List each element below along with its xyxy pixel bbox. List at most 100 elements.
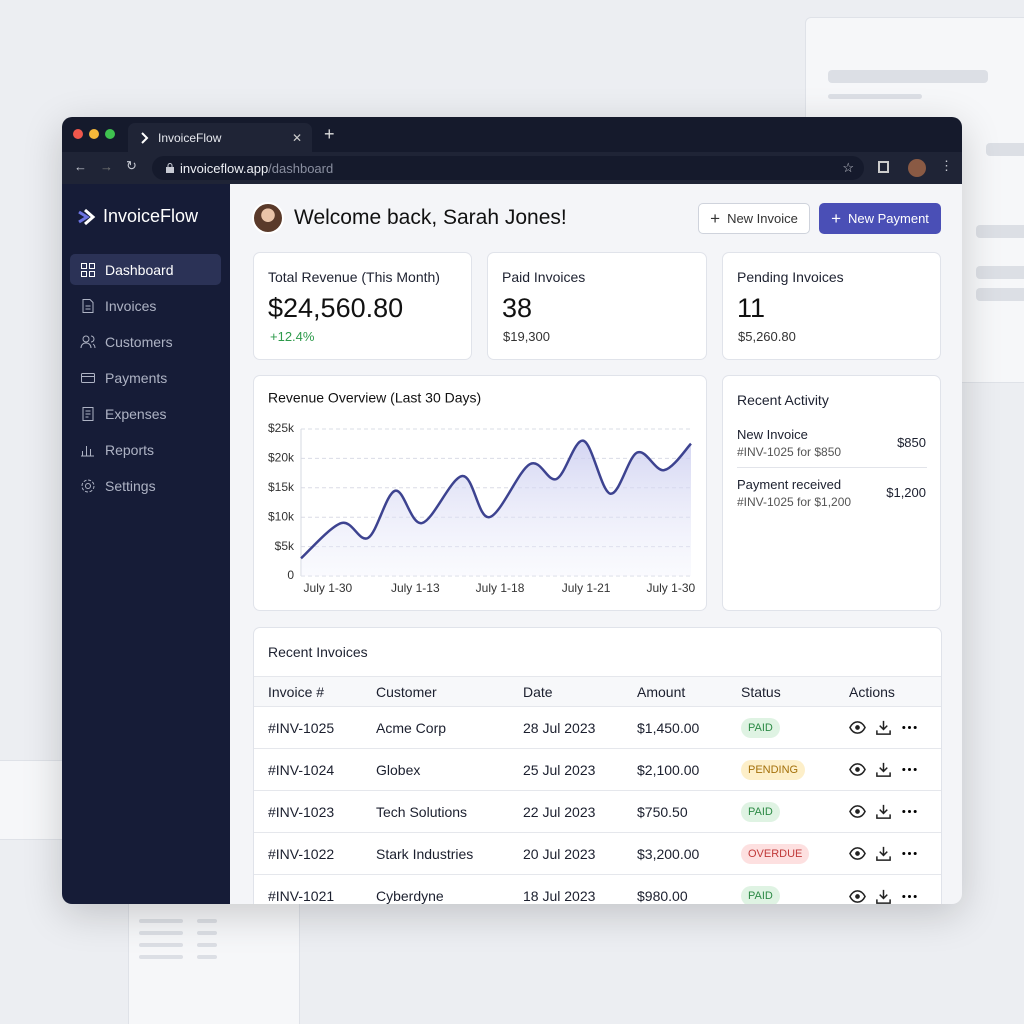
x-tick-label: July 1-13 bbox=[391, 581, 440, 595]
new-tab[interactable]: + bbox=[324, 124, 335, 144]
cell: #INV-1024 bbox=[254, 748, 362, 791]
invoice-row[interactable]: #INV-1023 Tech Solutions 22 Jul 2023 $750.5… bbox=[254, 790, 941, 833]
nav-label: Dashboard bbox=[105, 261, 174, 278]
url-host: invoiceflow.app bbox=[180, 160, 269, 176]
menu[interactable]: ⋮ bbox=[940, 158, 953, 173]
new-invoice-button[interactable]: + New Invoice bbox=[698, 203, 810, 234]
download-icon[interactable] bbox=[875, 761, 892, 778]
more-icon[interactable] bbox=[901, 719, 918, 736]
cell: #INV-1021 bbox=[254, 874, 362, 904]
invoices-card: Recent Invoices Invoice # Customer Date Amo… bbox=[253, 627, 942, 904]
actions bbox=[835, 874, 941, 904]
stat-value: $24,560.80 bbox=[268, 293, 404, 323]
nav-label: Settings bbox=[105, 477, 156, 494]
cell: $2,100.00 bbox=[623, 748, 727, 791]
stat-change: +12.4% bbox=[270, 329, 315, 344]
activity-card: Recent Activity New Invoice #INV-1025 fo… bbox=[722, 375, 941, 611]
y-tick-label: 0 bbox=[287, 568, 294, 582]
status-badge: PAID bbox=[741, 885, 780, 904]
sidebar: InvoiceFlow Dashboard Invoices Customers… bbox=[62, 184, 230, 904]
browser-window: InvoiceFlow ✕ + ← → ↻ invoiceflow.app/da… bbox=[62, 117, 962, 904]
nav-item[interactable]: Customers bbox=[70, 326, 221, 357]
status-badge: PAID bbox=[741, 717, 780, 738]
nav-label: Customers bbox=[105, 333, 173, 350]
download-icon[interactable] bbox=[875, 845, 892, 862]
view-icon[interactable] bbox=[849, 845, 866, 862]
tab-title: InvoiceFlow bbox=[158, 130, 222, 145]
reload[interactable]: ↻ bbox=[126, 158, 137, 173]
nav-item[interactable]: Reports bbox=[70, 434, 221, 465]
column-header: Status bbox=[727, 676, 835, 707]
cell: Cyberdyne bbox=[362, 874, 509, 904]
download-icon[interactable] bbox=[875, 719, 892, 736]
nav-item[interactable]: Invoices bbox=[70, 290, 221, 321]
cell: PENDING bbox=[727, 748, 835, 791]
button-label: New Invoice bbox=[727, 211, 798, 226]
more-icon[interactable] bbox=[901, 888, 918, 904]
nav-item[interactable]: Payments bbox=[70, 362, 221, 393]
header-row: Invoice # Customer Date Amount Status Actions bbox=[254, 676, 941, 707]
invoice-row[interactable]: #INV-1021 Cyberdyne 18 Jul 2023 $980.00 PAID bbox=[254, 874, 941, 904]
nav-label: Payments bbox=[105, 369, 168, 386]
cell: #INV-1023 bbox=[254, 790, 362, 833]
line bbox=[300, 439, 692, 560]
nav-label: Invoices bbox=[105, 297, 157, 314]
nav-label: Expenses bbox=[105, 405, 167, 422]
column-header: Amount bbox=[623, 676, 727, 707]
x-tick-label: July 1-21 bbox=[562, 581, 611, 595]
more-icon[interactable] bbox=[901, 803, 918, 820]
cell: 25 Jul 2023 bbox=[509, 748, 623, 791]
nav-item[interactable]: Settings bbox=[70, 470, 221, 501]
tab-close[interactable]: ✕ bbox=[291, 130, 302, 145]
cell: Globex bbox=[362, 748, 509, 791]
view-icon[interactable] bbox=[849, 803, 866, 820]
view-icon[interactable] bbox=[849, 761, 866, 778]
url-path: /dashboard bbox=[268, 160, 334, 176]
forward[interactable]: → bbox=[100, 159, 113, 174]
activity-title-item: New Invoice bbox=[737, 427, 808, 442]
stat-value: 11 bbox=[737, 293, 766, 323]
activity-amount: $850 bbox=[897, 435, 926, 450]
chart-card: Revenue Overview (Last 30 Days) 0 $5k $10k… bbox=[253, 375, 707, 611]
cell: OVERDUE bbox=[727, 832, 835, 875]
x-tick-label: July 1-30 bbox=[646, 581, 695, 595]
cell: PAID bbox=[727, 706, 835, 749]
invoice-row[interactable]: #INV-1025 Acme Corp 28 Jul 2023 $1,450.00 PA… bbox=[254, 706, 941, 749]
view-icon[interactable] bbox=[849, 719, 866, 736]
cell: 22 Jul 2023 bbox=[509, 790, 623, 833]
back[interactable]: ← bbox=[74, 159, 87, 174]
column-header: Invoice # bbox=[254, 676, 362, 707]
stat-card: Paid Invoices 38 $19,300 bbox=[487, 252, 707, 360]
cell: Acme Corp bbox=[362, 706, 509, 749]
y-tick-label: $25k bbox=[268, 421, 295, 435]
activity-amount: $1,200 bbox=[886, 485, 926, 500]
activity-title-item: Payment received bbox=[737, 477, 842, 492]
y-tick-label: $15k bbox=[268, 480, 295, 494]
new-payment-button[interactable]: + New Payment bbox=[819, 203, 941, 234]
tab[interactable]: InvoiceFlow ✕ bbox=[128, 123, 312, 152]
nav-item[interactable]: Expenses bbox=[70, 398, 221, 429]
view-icon[interactable] bbox=[849, 888, 866, 904]
bookmark[interactable]: ☆ bbox=[842, 160, 854, 175]
column-header: Customer bbox=[362, 676, 509, 707]
download-icon[interactable] bbox=[875, 803, 892, 820]
invoice-row[interactable]: #INV-1024 Globex 25 Jul 2023 $2,100.00 PENDI… bbox=[254, 748, 941, 791]
profile[interactable] bbox=[908, 159, 926, 177]
brand-name: InvoiceFlow bbox=[103, 206, 199, 226]
more-icon[interactable] bbox=[901, 845, 918, 862]
column-header: Date bbox=[509, 676, 623, 707]
download-icon[interactable] bbox=[875, 888, 892, 904]
sidebar-toggle[interactable] bbox=[878, 161, 889, 173]
button-label: New Payment bbox=[848, 211, 929, 226]
area bbox=[301, 440, 691, 576]
cell: 18 Jul 2023 bbox=[509, 874, 623, 904]
invoice-row[interactable]: #INV-1022 Stark Industries 20 Jul 2023 $3,2… bbox=[254, 832, 941, 875]
stat-card: Pending Invoices 11 $5,260.80 bbox=[722, 252, 941, 360]
status-badge: PAID bbox=[741, 801, 780, 822]
url-field[interactable]: invoiceflow.app/dashboard ☆ bbox=[152, 156, 864, 180]
cell: $980.00 bbox=[623, 874, 727, 904]
cell: 20 Jul 2023 bbox=[509, 832, 623, 875]
more-icon[interactable] bbox=[901, 761, 918, 778]
nav-item[interactable]: Dashboard bbox=[70, 254, 221, 285]
actions bbox=[835, 748, 941, 791]
